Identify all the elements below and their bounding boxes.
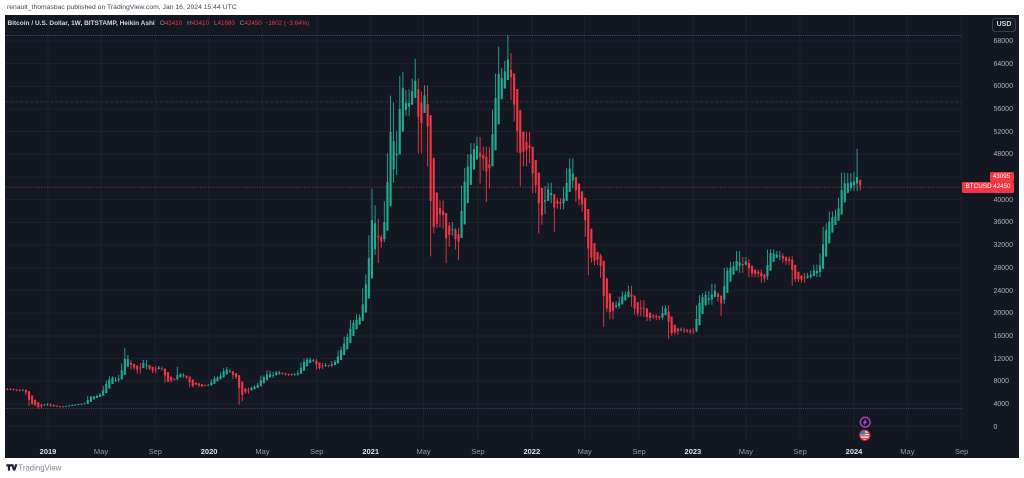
svg-text:TradingView: TradingView bbox=[18, 463, 61, 472]
